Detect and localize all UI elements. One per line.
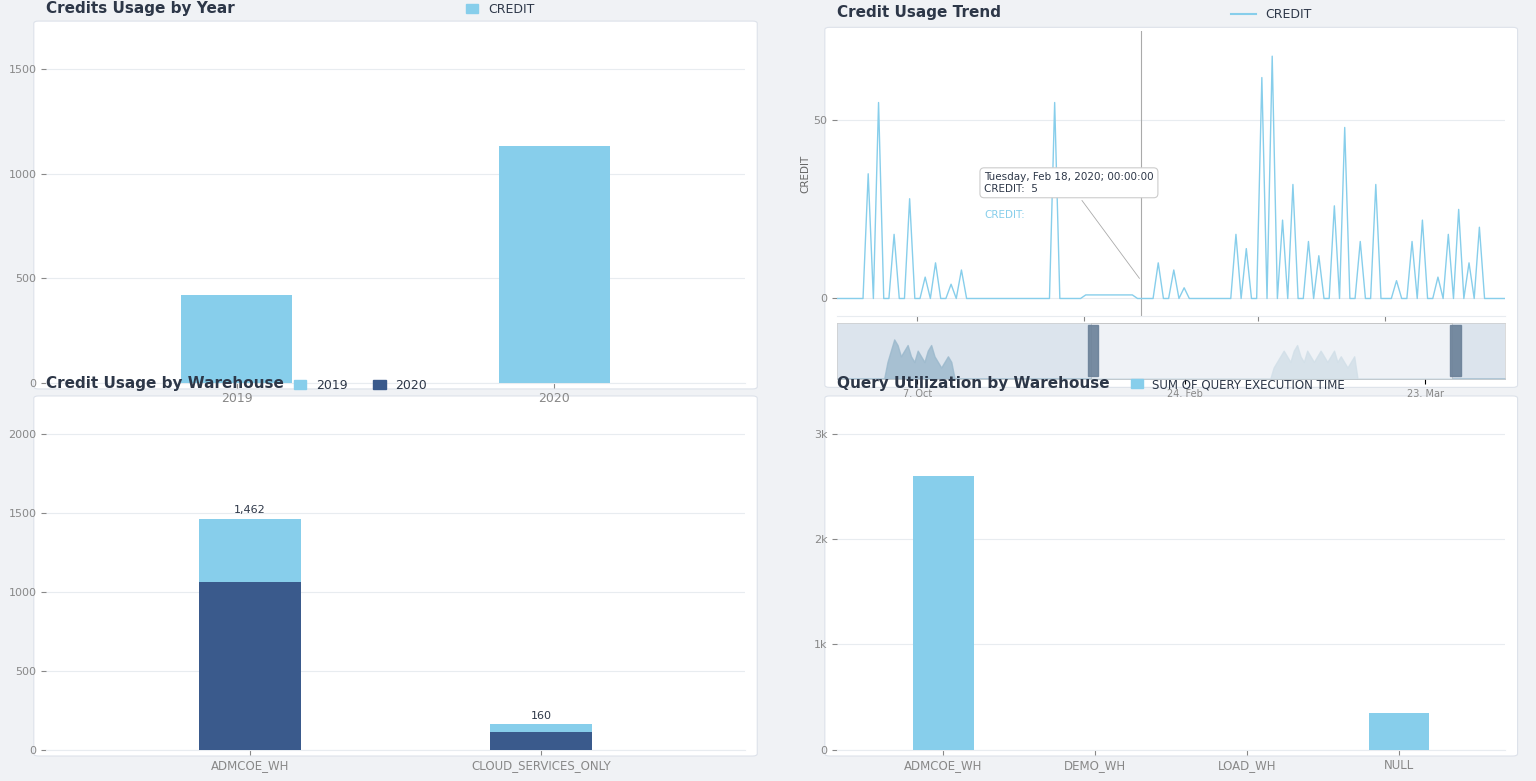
Bar	[200, 519, 301, 583]
Legend: CREDIT: CREDIT	[461, 0, 539, 21]
Text: Tuesday, Feb 18, 2020; 00:00:00
CREDIT:  5: Tuesday, Feb 18, 2020; 00:00:00 CREDIT: …	[985, 172, 1154, 279]
Text: 160: 160	[530, 711, 551, 721]
Text: 1,462: 1,462	[233, 505, 266, 515]
Bar	[912, 476, 974, 750]
Bar	[1369, 713, 1430, 750]
Y-axis label: Sum of CREDIT: Sum of CREDIT	[0, 163, 3, 247]
Text: Credits Usage by Year: Credits Usage by Year	[46, 2, 235, 16]
Bar	[181, 295, 292, 383]
Bar	[1450, 326, 1461, 376]
Text: Query Utilization by Warehouse: Query Utilization by Warehouse	[837, 376, 1109, 391]
Bar	[1091, 323, 1452, 379]
Legend: 2019, 2020: 2019, 2020	[289, 374, 432, 397]
Legend: CREDIT: CREDIT	[1226, 3, 1316, 27]
Legend: SUM OF QUERY EXECUTION TIME: SUM OF QUERY EXECUTION TIME	[1126, 373, 1350, 396]
Text: Credit Usage Trend: Credit Usage Trend	[837, 5, 1001, 20]
Bar	[1087, 326, 1098, 376]
Bar	[200, 583, 301, 750]
Bar	[490, 725, 591, 733]
Text: CREDIT:: CREDIT:	[985, 210, 1025, 220]
Y-axis label: Sum of CREDIT: Sum of CREDIT	[0, 534, 3, 618]
Bar	[499, 147, 610, 383]
Y-axis label: CREDIT: CREDIT	[800, 155, 811, 193]
Text: Credit Usage by Warehouse: Credit Usage by Warehouse	[46, 376, 284, 391]
Bar	[490, 733, 591, 750]
